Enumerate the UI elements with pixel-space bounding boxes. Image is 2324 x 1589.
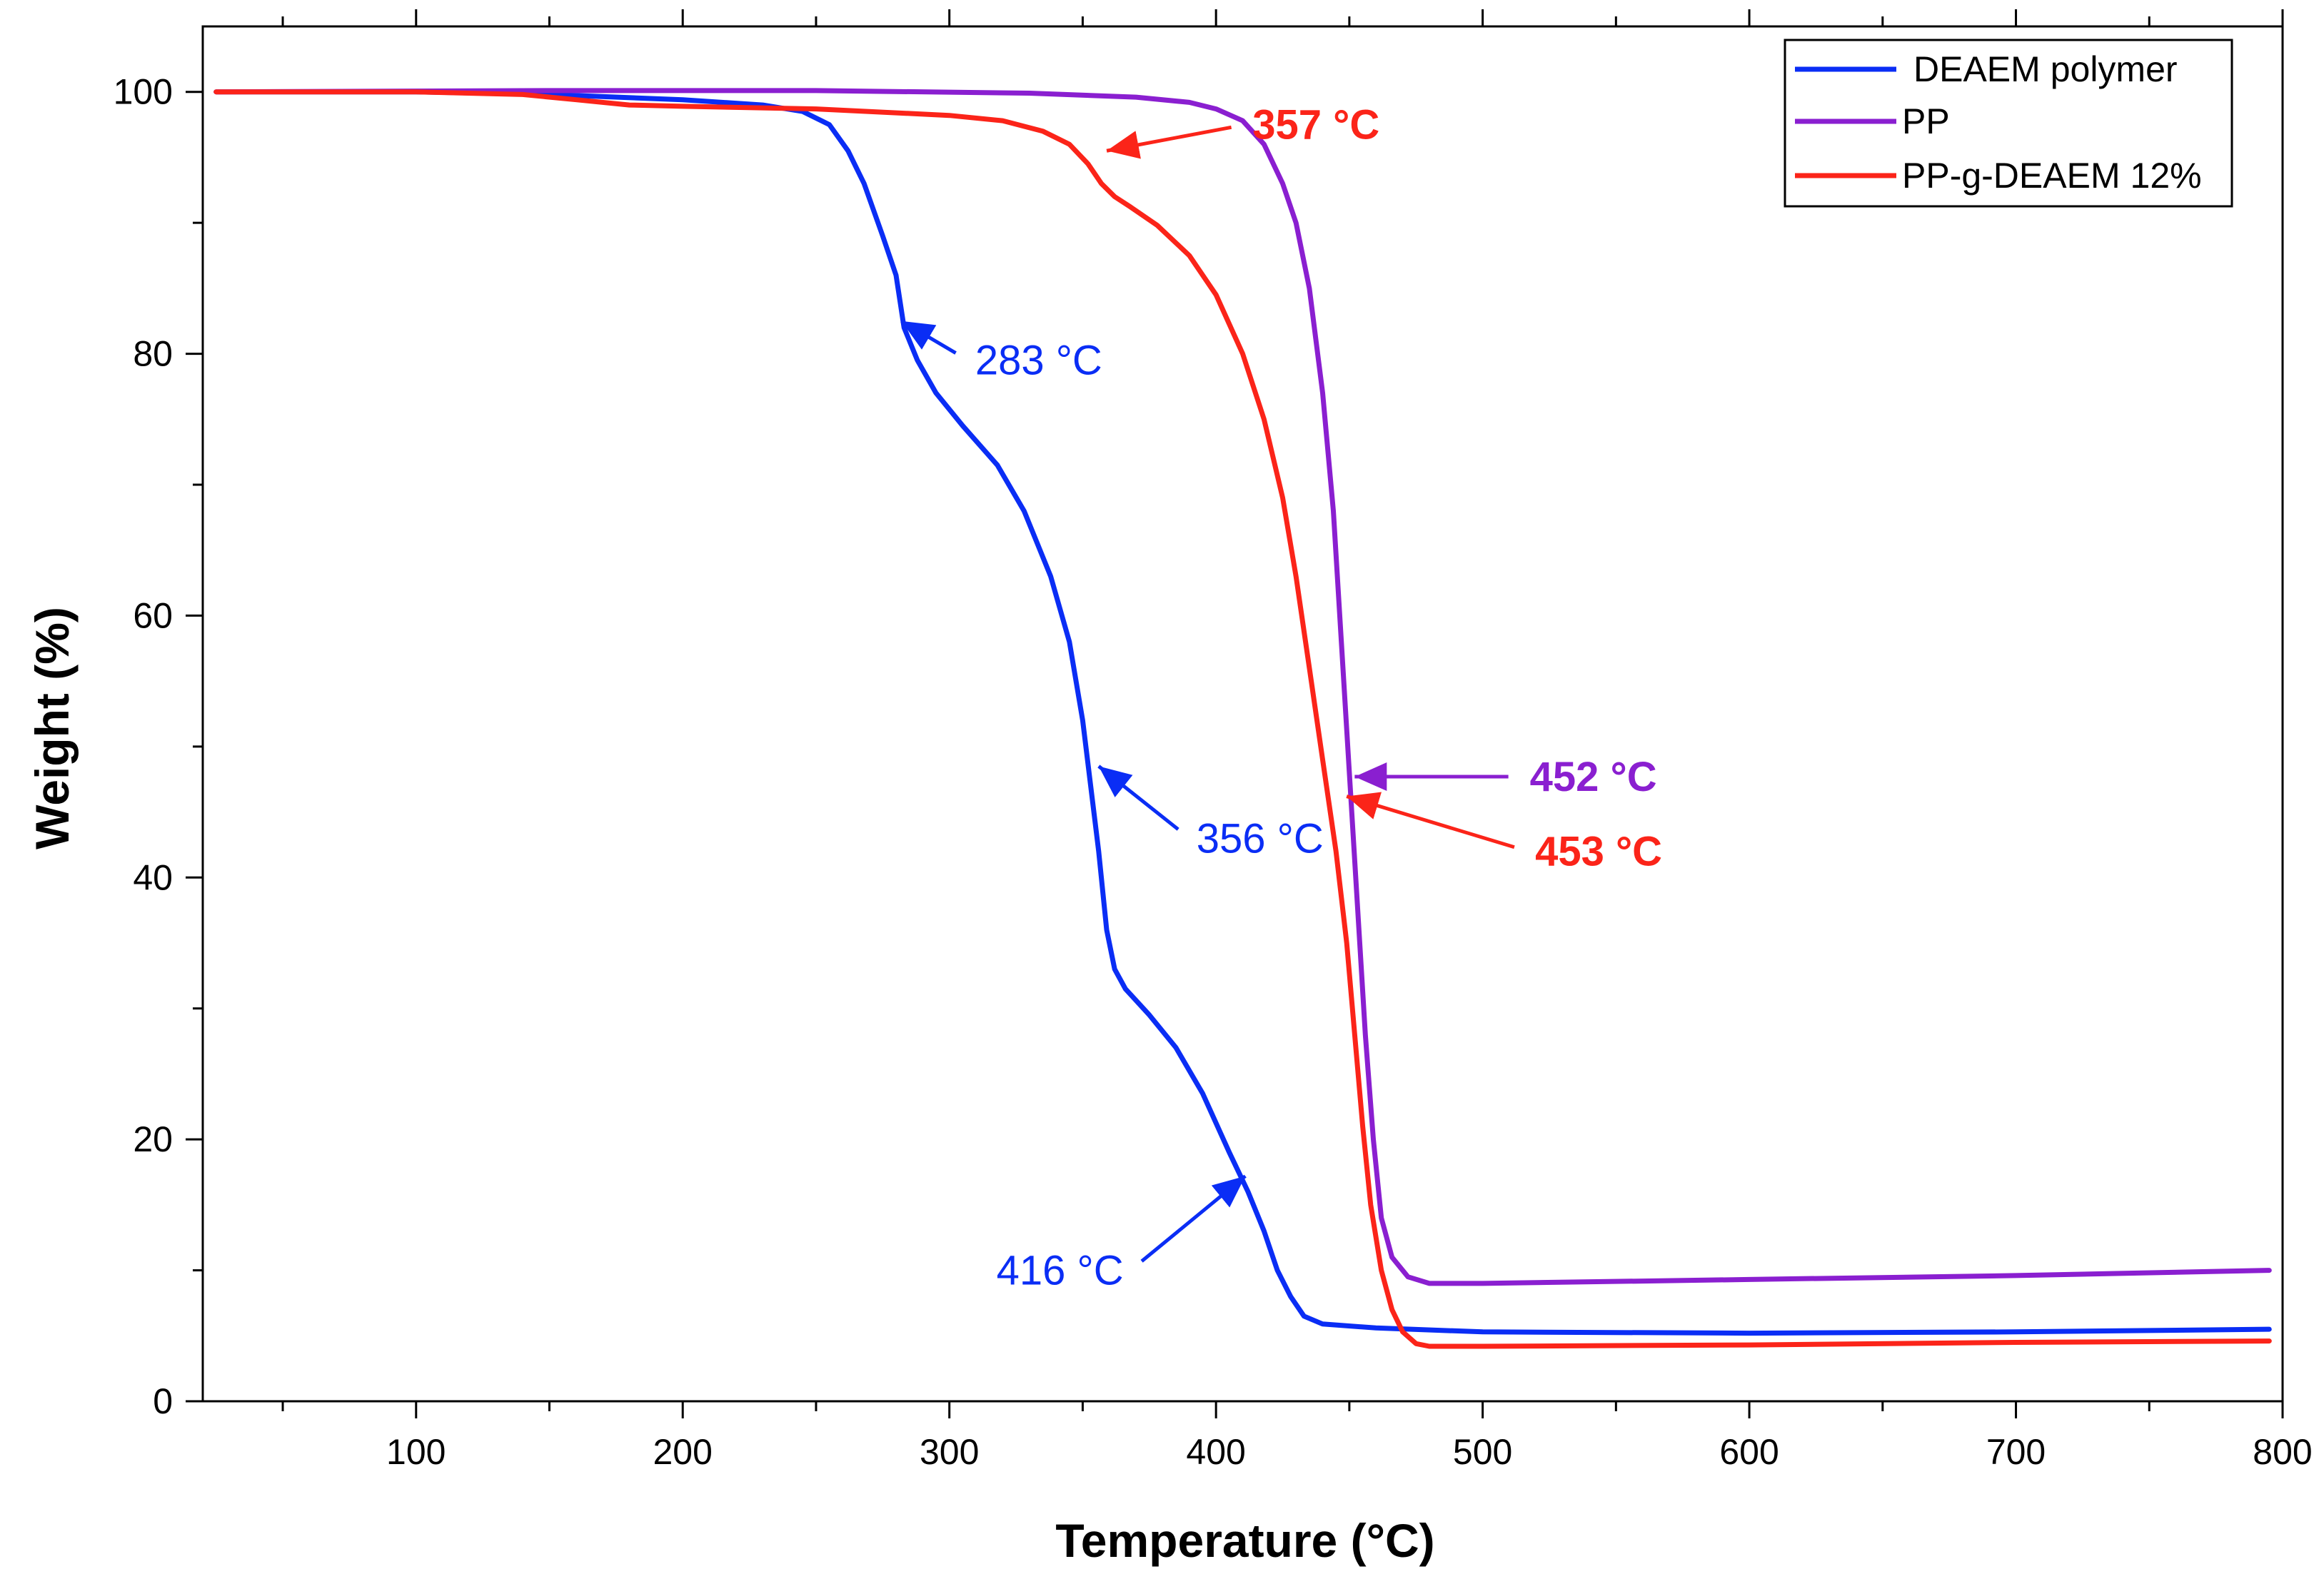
series-line-deaem	[213, 89, 2272, 1336]
y-tick-label: 0	[153, 1381, 173, 1421]
x-tick-label: 200	[653, 1432, 713, 1472]
y-axis-title: Weight (%)	[26, 607, 79, 849]
y-tick-label: 100	[114, 72, 173, 112]
annotation-357-arrow	[1106, 125, 1232, 159]
x-tick-label: 300	[920, 1432, 979, 1472]
series-line-ppg-deaem	[213, 89, 2272, 1349]
annotations-group: 357 °C 283 °C 356 °C 452 °C 453 °C 416 °C	[900, 102, 1662, 1294]
x-tick-label: 400	[1186, 1432, 1245, 1472]
annotation-453-arrow	[1346, 792, 1515, 849]
legend-label-pp: PP	[1902, 101, 1950, 141]
x-tick-label: 800	[2253, 1432, 2312, 1472]
annotation-357-label: 357 °C	[1252, 102, 1379, 148]
annotation-283-arrow	[900, 319, 957, 355]
y-tick-label: 80	[133, 334, 173, 374]
y-tick-label: 20	[133, 1119, 173, 1159]
y-tick-label: 40	[133, 857, 173, 897]
x-tick-label: 500	[1453, 1432, 1512, 1472]
x-axis-title: Temperature (°C)	[1055, 1514, 1434, 1567]
legend-label-ppg: PP-g-DEAEM 12%	[1902, 156, 2202, 196]
axes-group: 100 200 300 400 500 600 700 800 0 20 40 60 80 100	[114, 9, 2313, 1472]
legend-label-deaem: DEAEM polymer	[1913, 49, 2178, 89]
y-tick-label: 60	[133, 595, 173, 635]
annotation-416-label: 416 °C	[997, 1248, 1124, 1294]
annotation-356-arrow	[1097, 765, 1179, 831]
legend: DEAEM polymer PP PP-g-DEAEM 12%	[1784, 39, 2233, 208]
series-group	[213, 88, 2272, 1349]
plot-frame	[201, 25, 2284, 1403]
x-tick-label: 700	[1986, 1432, 2046, 1472]
annotation-356-label: 356 °C	[1197, 815, 1324, 862]
annotation-283-label: 283 °C	[975, 338, 1102, 384]
annotation-452-label: 452 °C	[1530, 754, 1657, 800]
annotation-416-arrow	[1140, 1174, 1247, 1263]
x-tick-label: 600	[1719, 1432, 1779, 1472]
annotation-453-label: 453 °C	[1535, 829, 1662, 875]
series-line-pp	[213, 88, 2272, 1286]
x-tick-label: 100	[386, 1432, 446, 1472]
